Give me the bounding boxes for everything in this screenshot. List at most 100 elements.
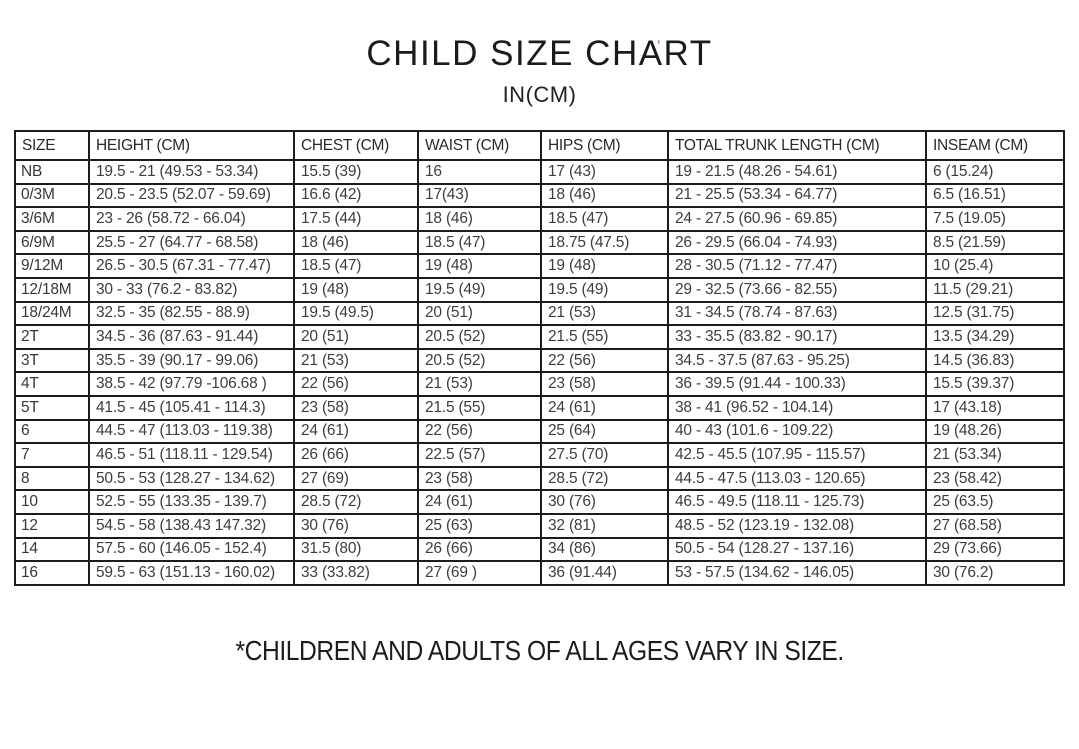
table-row: 5T 41.5 - 45 (105.41 - 114.3) 23 (58) 21.5 … xyxy=(14,394,1065,421)
cell-waist: 18 (46) xyxy=(417,206,542,232)
cell-trunk: 50.5 - 54 (128.27 - 137.16) xyxy=(667,536,927,563)
cell-inseam: 6.5 (16.51) xyxy=(925,182,1065,209)
cell-hips: 18.75 (47.5) xyxy=(540,229,669,256)
table-row: 18/24M 32.5 - 35 (82.55 - 88.9) 19.5 (49.5… xyxy=(14,300,1065,327)
cell-waist: 17(43) xyxy=(417,182,542,209)
cell-inseam: 25 (63.5) xyxy=(925,489,1065,515)
table-row: 12 54.5 - 58 (138.43 147.32) 30 (76) 25 (63… xyxy=(14,512,1065,539)
column-header-height: HEIGHT (CM) xyxy=(88,130,295,161)
cell-chest: 23 (58) xyxy=(293,394,419,421)
cell-waist: 26 (66) xyxy=(417,536,542,563)
cell-inseam: 29 (73.66) xyxy=(925,536,1065,563)
cell-size: 3/6M xyxy=(14,206,90,232)
cell-size: 6/9M xyxy=(14,229,90,256)
cell-trunk: 34.5 - 37.5 (87.63 - 95.25) xyxy=(667,347,927,374)
column-header-trunk: TOTAL TRUNK LENGTH (CM) xyxy=(667,130,927,161)
table-row: 10 52.5 - 55 (133.35 - 139.7) 28.5 (72) 24 … xyxy=(14,489,1065,515)
cell-waist: 21.5 (55) xyxy=(417,394,542,421)
column-header-inseam: INSEAM (CM) xyxy=(925,130,1065,161)
cell-inseam: 12.5 (31.75) xyxy=(925,300,1065,327)
table-row: 8 50.5 - 53 (128.27 - 134.62) 27 (69) 23 (5… xyxy=(14,465,1065,492)
cell-height: 34.5 - 36 (87.63 - 91.44) xyxy=(88,324,295,350)
cell-trunk: 36 - 39.5 (91.44 - 100.33) xyxy=(667,371,927,397)
cell-size: 2T xyxy=(14,324,90,350)
cell-height: 26.5 - 30.5 (67.31 - 77.47) xyxy=(88,253,295,279)
cell-size: 4T xyxy=(14,371,90,397)
cell-height: 57.5 - 60 (146.05 - 152.4) xyxy=(88,536,295,563)
cell-chest: 19 (48) xyxy=(293,276,419,303)
cell-waist: 22 (56) xyxy=(417,418,542,445)
cell-waist: 22.5 (57) xyxy=(417,442,542,468)
size-chart-table: SIZE HEIGHT (CM) CHEST (CM) WAIST (CM) HIPS … xyxy=(14,130,1065,586)
cell-height: 54.5 - 58 (138.43 147.32) xyxy=(88,512,295,539)
cell-hips: 21.5 (55) xyxy=(540,324,669,350)
cell-waist: 23 (58) xyxy=(417,465,542,492)
cell-trunk: 26 - 29.5 (66.04 - 74.93) xyxy=(667,229,927,256)
cell-chest: 21 (53) xyxy=(293,347,419,374)
cell-inseam: 17 (43.18) xyxy=(925,394,1065,421)
cell-height: 35.5 - 39 (90.17 - 99.06) xyxy=(88,347,295,374)
cell-inseam: 21 (53.34) xyxy=(925,442,1065,468)
cell-trunk: 44.5 - 47.5 (113.03 - 120.65) xyxy=(667,465,927,492)
cell-inseam: 19 (48.26) xyxy=(925,418,1065,445)
cell-height: 59.5 - 63 (151.13 - 160.02) xyxy=(88,560,295,586)
cell-trunk: 33 - 35.5 (83.82 - 90.17) xyxy=(667,324,927,350)
cell-size: 9/12M xyxy=(14,253,90,279)
table-row: 2T 34.5 - 36 (87.63 - 91.44) 20 (51) 20.5 (… xyxy=(14,324,1065,350)
cell-trunk: 40 - 43 (101.6 - 109.22) xyxy=(667,418,927,445)
cell-hips: 18.5 (47) xyxy=(540,206,669,232)
cell-size: 12/18M xyxy=(14,276,90,303)
table-header-row: SIZE HEIGHT (CM) CHEST (CM) WAIST (CM) HIPS … xyxy=(14,130,1065,161)
cell-chest: 31.5 (80) xyxy=(293,536,419,563)
cell-trunk: 31 - 34.5 (78.74 - 87.63) xyxy=(667,300,927,327)
cell-height: 52.5 - 55 (133.35 - 139.7) xyxy=(88,489,295,515)
cell-inseam: 13.5 (34.29) xyxy=(925,324,1065,350)
table-row: 7 46.5 - 51 (118.11 - 129.54) 26 (66) 22.5 … xyxy=(14,442,1065,468)
cell-size: 8 xyxy=(14,465,90,492)
column-header-hips: HIPS (CM) xyxy=(540,130,669,161)
cell-waist: 27 (69 ) xyxy=(417,560,542,586)
cell-waist: 25 (63) xyxy=(417,512,542,539)
cell-size: 18/24M xyxy=(14,300,90,327)
table-row: 3/6M 23 - 26 (58.72 - 66.04) 17.5 (44) 18 (… xyxy=(14,206,1065,232)
cell-height: 19.5 - 21 (49.53 - 53.34) xyxy=(88,159,295,185)
cell-trunk: 28 - 30.5 (71.12 - 77.47) xyxy=(667,253,927,279)
cell-size: 7 xyxy=(14,442,90,468)
cell-trunk: 38 - 41 (96.52 - 104.14) xyxy=(667,394,927,421)
cell-chest: 26 (66) xyxy=(293,442,419,468)
cell-hips: 34 (86) xyxy=(540,536,669,563)
cell-height: 38.5 - 42 (97.79 -106.68 ) xyxy=(88,371,295,397)
cell-chest: 24 (61) xyxy=(293,418,419,445)
table-row: 16 59.5 - 63 (151.13 - 160.02) 33 (33.82) 2… xyxy=(14,560,1065,586)
cell-height: 30 - 33 (76.2 - 83.82) xyxy=(88,276,295,303)
cell-inseam: 15.5 (39.37) xyxy=(925,371,1065,397)
cell-size: 0/3M xyxy=(14,182,90,209)
column-header-waist: WAIST (CM) xyxy=(417,130,542,161)
column-header-size: SIZE xyxy=(14,130,90,161)
cell-chest: 27 (69) xyxy=(293,465,419,492)
footer-note-text: *CHILDREN AND ADULTS OF ALL AGES VARY IN… xyxy=(235,635,844,666)
cell-waist: 21 (53) xyxy=(417,371,542,397)
cell-chest: 19.5 (49.5) xyxy=(293,300,419,327)
cell-height: 50.5 - 53 (128.27 - 134.62) xyxy=(88,465,295,492)
cell-inseam: 30 (76.2) xyxy=(925,560,1065,586)
cell-trunk: 29 - 32.5 (73.66 - 82.55) xyxy=(667,276,927,303)
table-row: 0/3M 20.5 - 23.5 (52.07 - 59.69) 16.6 (42)… xyxy=(14,182,1065,209)
table-row: 6/9M 25.5 - 27 (64.77 - 68.58) 18 (46) 18.5… xyxy=(14,229,1065,256)
cell-hips: 27.5 (70) xyxy=(540,442,669,468)
cell-chest: 15.5 (39) xyxy=(293,159,419,185)
cell-size: NB xyxy=(14,159,90,185)
cell-chest: 22 (56) xyxy=(293,371,419,397)
cell-inseam: 8.5 (21.59) xyxy=(925,229,1065,256)
cell-height: 25.5 - 27 (64.77 - 68.58) xyxy=(88,229,295,256)
cell-hips: 25 (64) xyxy=(540,418,669,445)
cell-trunk: 42.5 - 45.5 (107.95 - 115.57) xyxy=(667,442,927,468)
cell-height: 46.5 - 51 (118.11 - 129.54) xyxy=(88,442,295,468)
cell-hips: 32 (81) xyxy=(540,512,669,539)
table-row: 12/18M 30 - 33 (76.2 - 83.82) 19 (48) 19.5 … xyxy=(14,276,1065,303)
cell-waist: 20.5 (52) xyxy=(417,347,542,374)
cell-height: 44.5 - 47 (113.03 - 119.38) xyxy=(88,418,295,445)
cell-hips: 21 (53) xyxy=(540,300,669,327)
cell-waist: 24 (61) xyxy=(417,489,542,515)
cell-waist: 20 (51) xyxy=(417,300,542,327)
